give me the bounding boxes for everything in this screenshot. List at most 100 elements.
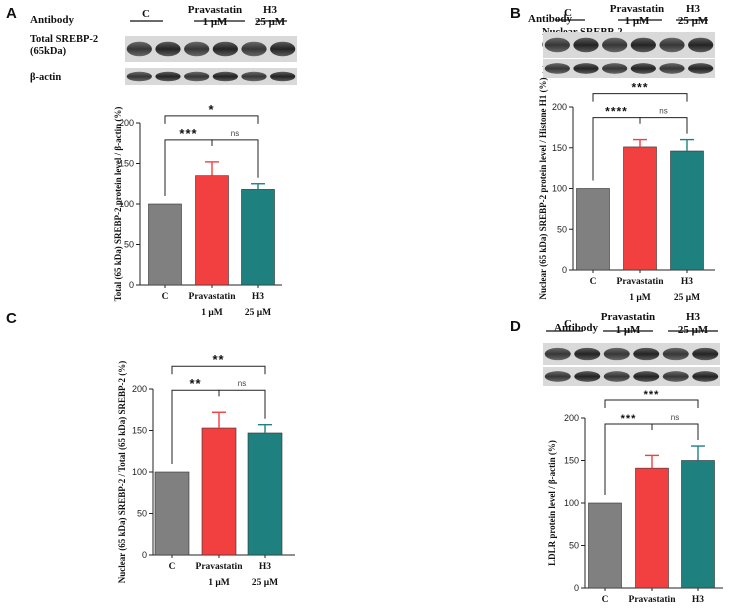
blot-band <box>270 41 296 57</box>
x-subcategory-label: 1 μM <box>208 578 230 588</box>
x-category-label: C <box>590 277 597 287</box>
blot-band <box>212 71 238 82</box>
blot-band <box>603 347 630 361</box>
blot-band <box>692 371 719 382</box>
blot-band <box>573 63 599 74</box>
y-tick-label: 100 <box>564 498 579 508</box>
blot-band <box>241 41 267 57</box>
blot-band <box>241 71 267 82</box>
blot-band <box>662 347 689 361</box>
y-tick-label: 200 <box>119 118 134 128</box>
blot-header: Antibody <box>30 14 75 26</box>
blot-lane-label: H3 <box>686 3 701 15</box>
blot-band <box>633 347 660 361</box>
blot-row-label: (65kDa) <box>30 46 67 57</box>
bar-h3 <box>247 432 283 556</box>
bracket-line <box>592 93 688 102</box>
bracket-line <box>651 423 699 441</box>
blot-membrane <box>543 32 715 58</box>
blot-band <box>212 41 238 57</box>
significance-bracket: ** <box>171 352 266 375</box>
blot-lane-label: H3 <box>686 311 701 323</box>
bar-h3 <box>670 150 704 271</box>
y-tick-label: 0 <box>562 265 567 275</box>
blot-band <box>659 37 685 53</box>
significance-ns: ns <box>238 379 246 388</box>
x-subcategory-label: 25 μM <box>674 293 700 303</box>
blot-band <box>544 63 570 74</box>
blot-band <box>184 71 210 82</box>
blot-lane-label: C <box>564 318 572 330</box>
blot-band <box>270 71 296 82</box>
significance-stars: *** <box>644 389 660 401</box>
significance-stars: *** <box>179 126 197 141</box>
blot-band <box>544 371 571 382</box>
bar-pravastatin <box>635 467 669 589</box>
blot-lane-label: Pravastatin <box>610 3 664 15</box>
x-subcategory-label: 1 μM <box>629 293 651 303</box>
bar-c <box>148 203 182 286</box>
panel-letter: A <box>6 5 17 22</box>
blot-membrane <box>125 36 297 62</box>
blot-band <box>602 37 628 53</box>
bar-h3 <box>681 460 715 589</box>
bracket-line <box>171 365 266 375</box>
blot-band <box>603 371 630 382</box>
bar-pravastatin <box>623 146 657 271</box>
blot-header: Antibody <box>554 322 599 334</box>
panel-letter: D <box>510 318 521 335</box>
bar-pravastatin <box>195 175 229 286</box>
y-tick-label: 100 <box>132 467 147 477</box>
significance-bracket: ns <box>651 413 699 441</box>
y-tick-label: 50 <box>124 240 134 250</box>
significance-bracket: *** <box>604 389 699 409</box>
x-category-label: Pravastatin <box>189 292 237 302</box>
y-tick-label: 100 <box>552 184 567 194</box>
y-axis-label: Total (65 kDa) SREBP-2 protein level / β… <box>113 107 123 302</box>
bar-c <box>154 471 190 556</box>
significance-bracket: ns <box>211 129 259 178</box>
y-tick-label: 0 <box>142 550 147 560</box>
blot-lane-label: Pravastatin <box>188 4 242 16</box>
y-tick-label: 150 <box>552 143 567 153</box>
significance-ns: ns <box>659 107 667 116</box>
panel-c: C 0 50 100 150 200 Nuclear (65 kDa) SREBP-2 / … <box>6 310 295 588</box>
bracket-line <box>164 115 259 124</box>
blot-lane-label: 1 μM <box>203 16 228 28</box>
blot-band <box>662 371 689 382</box>
y-tick-label: 50 <box>557 224 567 234</box>
blot-lane-label: 1 μM <box>625 15 650 27</box>
significance-ns: ns <box>671 413 679 422</box>
y-axis-label: LDLR protein level / β-actin (%) <box>547 440 557 566</box>
blot-band <box>659 63 685 74</box>
significance-bracket: ns <box>218 379 266 419</box>
x-subcategory-label: 25 μM <box>252 578 278 588</box>
x-category-label: H3 <box>692 595 704 605</box>
blot-header: Antibody <box>528 13 573 25</box>
blot-band <box>602 63 628 74</box>
blot-band <box>688 37 714 53</box>
blot-band <box>630 63 656 74</box>
blot-band <box>574 347 601 361</box>
bar-h3 <box>241 189 275 286</box>
significance-stars: ** <box>212 352 224 367</box>
bracket-line <box>639 117 688 134</box>
blot-lane-label: C <box>142 8 150 20</box>
significance-ns: ns <box>231 129 239 138</box>
bar-c <box>576 188 610 271</box>
blot-band <box>692 347 719 361</box>
significance-stars: ** <box>189 376 201 391</box>
blot-band <box>544 347 571 361</box>
y-tick-label: 100 <box>119 199 134 209</box>
bar-c <box>588 502 622 589</box>
y-tick-label: 50 <box>137 509 147 519</box>
blot-lane-label: 25 μM <box>678 324 709 336</box>
blot-band <box>574 371 601 382</box>
x-category-label: C <box>169 562 176 572</box>
y-tick-label: 200 <box>132 384 147 394</box>
